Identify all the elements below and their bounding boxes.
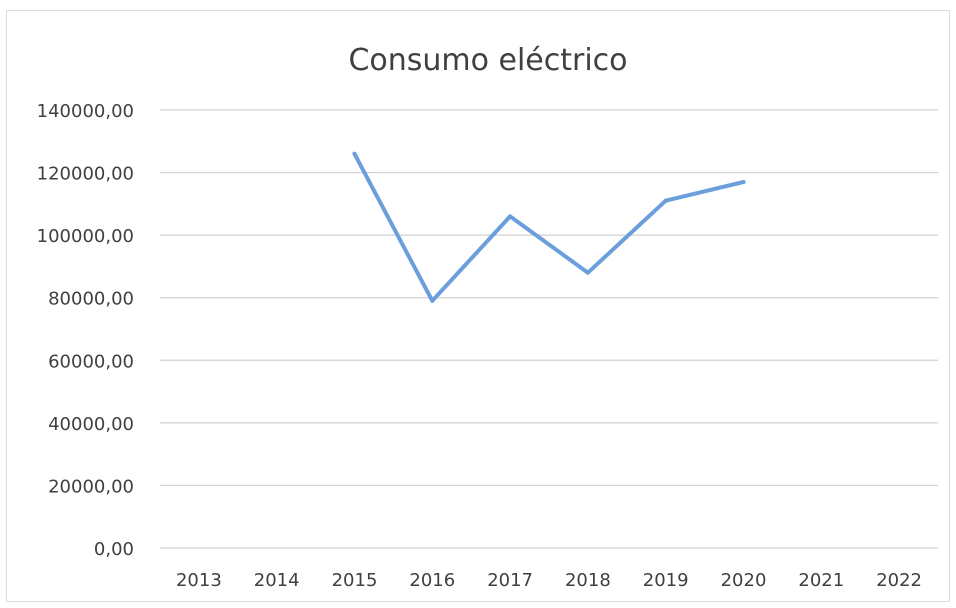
x-tick-label: 2014 xyxy=(254,570,300,591)
series-line xyxy=(352,151,746,303)
x-tick-label: 2013 xyxy=(176,570,222,591)
x-tick-label: 2018 xyxy=(565,570,611,591)
y-tick-label: 80000,00 xyxy=(48,289,134,310)
y-axis-ticks: 0,00 20000,00 40000,00 60000,00 80000,00 1000… xyxy=(37,101,134,560)
x-tick-label: 2015 xyxy=(332,570,378,591)
data-point xyxy=(508,214,513,219)
x-axis-ticks: 2013 2014 2015 2016 2017 2018 2019 2020 2021 2022 xyxy=(176,570,922,591)
y-tick-label: 140000,00 xyxy=(37,101,134,122)
chart-title: Consumo eléctrico xyxy=(348,43,627,78)
data-point xyxy=(585,270,590,275)
y-tick-label: 40000,00 xyxy=(48,414,134,435)
chart-frame xyxy=(6,10,950,602)
data-point xyxy=(741,179,746,184)
grid-layer xyxy=(160,109,938,549)
x-tick-label: 2016 xyxy=(409,570,455,591)
data-point xyxy=(430,298,435,303)
data-point xyxy=(352,151,357,156)
y-tick-label: 20000,00 xyxy=(48,476,134,497)
x-tick-label: 2019 xyxy=(643,570,689,591)
x-tick-label: 2021 xyxy=(798,570,844,591)
series-layer xyxy=(352,151,746,303)
x-tick-label: 2022 xyxy=(876,570,922,591)
y-tick-label: 120000,00 xyxy=(37,164,134,185)
y-tick-label: 100000,00 xyxy=(37,226,134,247)
x-tick-label: 2017 xyxy=(487,570,533,591)
y-tick-label: 60000,00 xyxy=(48,351,134,372)
y-tick-label: 0,00 xyxy=(94,539,134,560)
x-tick-label: 2020 xyxy=(721,570,767,591)
data-point xyxy=(663,198,668,203)
